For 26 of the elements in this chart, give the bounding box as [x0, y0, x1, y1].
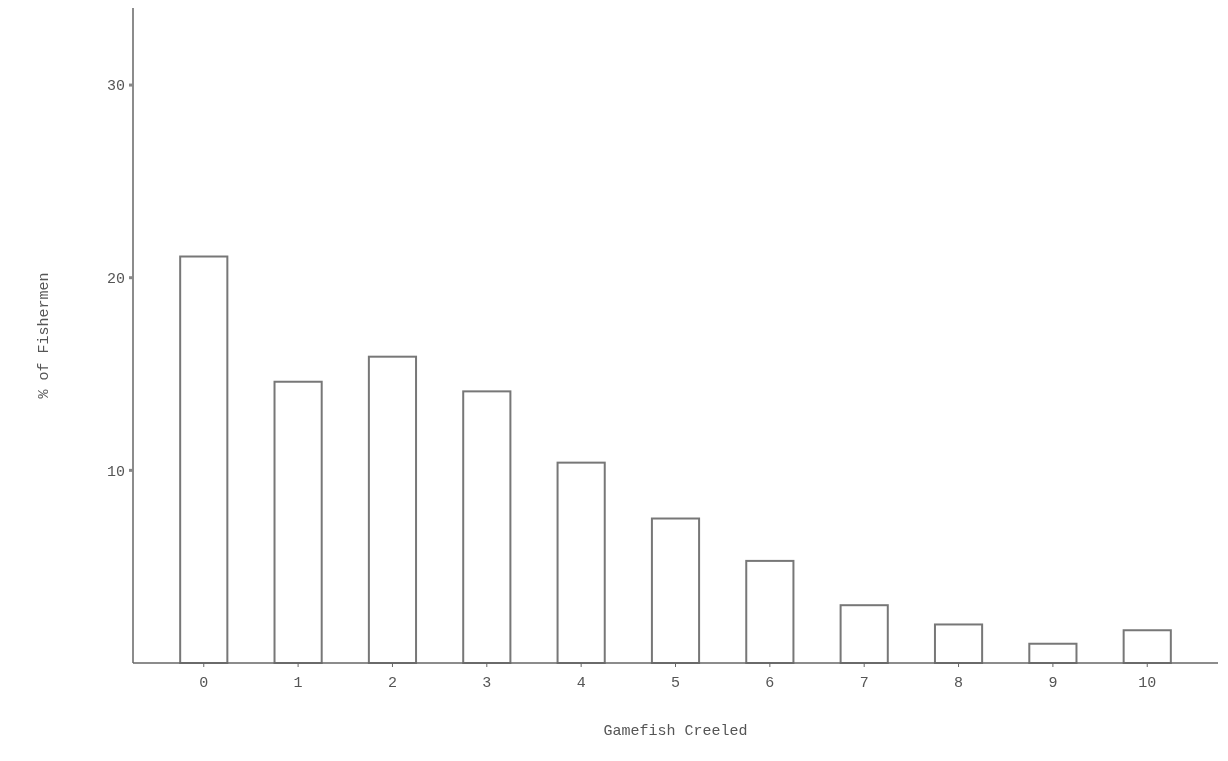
x-tick-label: 4 [576, 675, 586, 692]
bar [273, 380, 323, 664]
y-tick-label: 20 [106, 270, 125, 288]
x-tick-label: 10 [1138, 675, 1157, 692]
x-tick-label: 8 [954, 675, 964, 692]
bar [556, 461, 606, 664]
bar [1122, 629, 1172, 664]
bar [933, 623, 984, 664]
x-tick-label: 9 [1048, 675, 1058, 692]
x-tick-label: 5 [670, 675, 681, 692]
bar [462, 390, 512, 664]
x-tick-label: 6 [765, 675, 775, 692]
bar [179, 255, 229, 664]
y-tick-label: 30 [106, 78, 125, 96]
bar [839, 604, 889, 664]
x-tick-label: 3 [482, 675, 492, 692]
y-tick-label: 10 [106, 463, 125, 481]
y-axis-title: % of Fishermen [36, 272, 53, 399]
x-tick-label: 2 [387, 675, 397, 692]
x-tick-label: 7 [859, 675, 869, 692]
bar [650, 517, 701, 664]
bar [745, 559, 795, 664]
bar [367, 355, 418, 664]
x-tick-label: 1 [293, 675, 303, 692]
x-axis-title: Gamefish Creeled [603, 723, 748, 740]
x-tick-label: 0 [199, 675, 209, 692]
